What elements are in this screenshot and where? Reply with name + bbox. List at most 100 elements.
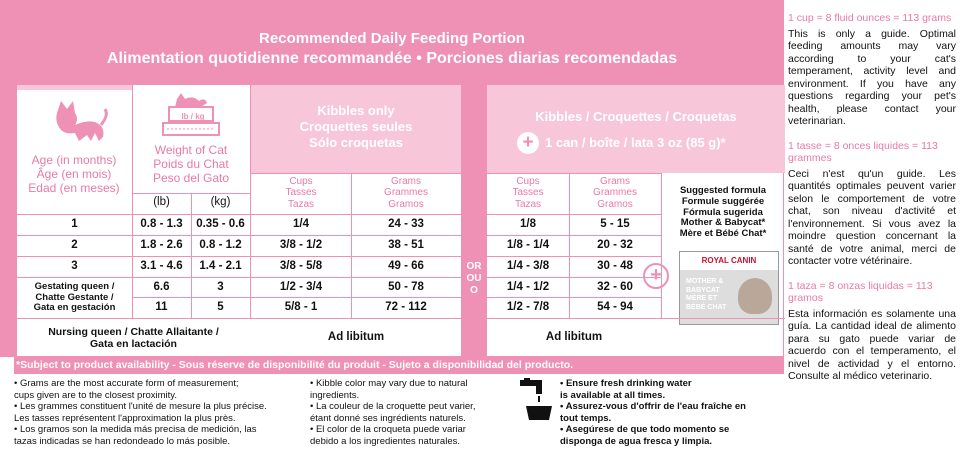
row-4-cups-only: 1/2 - 3/4 — [279, 280, 323, 293]
row-5-grams-can: 54 - 94 — [597, 301, 633, 314]
title-french-spanish: Alimentation quotidienne recommandée • P… — [106, 50, 678, 67]
footnote-item: • Kibble color may vary due to natural i… — [310, 378, 468, 401]
footnote-item: • Les grammes constituent l'unité de mes… — [14, 401, 267, 424]
nursing-ad-libitum-can: Ad libitum — [545, 331, 603, 344]
grid-line — [569, 173, 570, 318]
pack-label: MOTHER & BABYCAT MÈRE ET BÉBÉ CHAT — [686, 278, 727, 311]
chart-header: Recommended Daily Feeding Portion Alimen… — [0, 0, 784, 84]
nursing-label: Nursing queen / Chatte Allaitante / Gata… — [48, 325, 219, 350]
or-band — [461, 85, 487, 358]
row-1-grams-can: 5 - 15 — [600, 218, 630, 231]
footnote-item: • El color de la croqueta puede variar d… — [310, 424, 466, 447]
footnote-item: • Grams are the most accurate form of me… — [14, 378, 239, 401]
row-1-age: 1 — [71, 218, 78, 231]
row-5-lb: 11 — [155, 301, 168, 314]
band — [14, 85, 17, 358]
grid-line — [661, 173, 662, 318]
cat-food-pack-icon: ROYAL CANIN MOTHER & BABYCAT MÈRE ET BÉB… — [679, 251, 779, 325]
grid-line — [132, 193, 250, 194]
grid-line — [351, 173, 352, 318]
footnotes-water: • Ensure fresh drinking water is availab… — [560, 378, 784, 447]
row-4-grams-only: 50 - 78 — [388, 280, 424, 293]
grid-line — [132, 297, 661, 298]
row-2-grams-can: 20 - 32 — [597, 239, 633, 252]
kibbles-can-band — [487, 85, 785, 173]
sidebar-text-es: Esta información es solamente una guía. … — [788, 307, 956, 383]
row-2-kg: 0.8 - 1.2 — [199, 239, 242, 252]
water-tap-icon — [520, 378, 552, 420]
grid-line — [191, 193, 192, 318]
footnotes-color: • Kibble color may vary due to natural i… — [310, 378, 510, 447]
row-3-grams-only: 49 - 66 — [388, 260, 424, 273]
row-5-kg: 5 — [217, 301, 224, 314]
unit-kg: (kg) — [210, 196, 231, 209]
kibbles-only-band — [251, 85, 461, 173]
footnote-item: • La couleur de la croquette peut varier… — [310, 401, 476, 424]
grid-line — [15, 256, 661, 257]
sidebar-heading-fr: 1 tasse = 8 onces liquides = 113 grammes — [788, 139, 938, 165]
title-english: Recommended Daily Feeding Portion — [259, 30, 525, 47]
row-5-grams-only: 72 - 112 — [385, 301, 427, 314]
footnote-item: • Los gramos son la medida más precisa d… — [14, 424, 257, 447]
grid-line — [15, 235, 661, 236]
row-2-lb: 1.8 - 2.6 — [140, 239, 183, 252]
footnote-item: • Assurez-vous d'offrir de l'eau fraîche… — [560, 401, 746, 424]
grams-header-only: Grams Grammes Gramos — [384, 175, 428, 210]
plus-icon: + — [643, 263, 669, 289]
cups-header-can: Cups Tasses Tazas — [512, 175, 544, 210]
row-4-kg: 3 — [217, 280, 224, 293]
unit-lb: (lb) — [153, 196, 170, 209]
left-margin-band — [0, 84, 14, 357]
grid-line — [15, 277, 661, 278]
row-3-age: 3 — [71, 260, 78, 273]
row-3-grams-can: 30 - 48 — [597, 260, 633, 273]
scale-label: lb / kg — [181, 112, 205, 122]
row-2-cups-can: 1/8 - 1/4 — [506, 239, 550, 252]
kibbles-can-header: Kibbles / Croquettes / Croquetas — [535, 109, 737, 124]
or-label: OR OU O — [466, 261, 482, 296]
plus-icon: + — [517, 132, 539, 154]
sidebar-text-en: This is only a guide. Optimal feeding am… — [788, 27, 956, 128]
weight-column-header: Weight of Cat Poids du Chat Peso del Gat… — [152, 143, 230, 185]
grid-line — [250, 85, 251, 318]
brand-logo: ROYAL CANIN — [680, 252, 778, 270]
row-4-cups-can: 1/4 - 1/2 — [506, 280, 550, 293]
sidebar-heading-es: 1 taza = 8 onzas liquidas = 113 gramos — [788, 279, 933, 305]
can-line: 1 can / boîte / lata 3 oz (85 g)* — [545, 135, 726, 150]
footnote-item: • Ensure fresh drinking water is availab… — [560, 378, 692, 401]
cups-header-only: Cups Tasses Tazas — [285, 175, 317, 210]
row-2-grams-only: 38 - 51 — [388, 239, 424, 252]
age-column-header: Age (in months) Âge (en mois) Edad (en m… — [28, 153, 120, 195]
sidebar-text-fr: Ceci n'est qu'un guide. Les quantités op… — [788, 167, 956, 268]
row-1-lb: 0.8 - 1.3 — [140, 218, 183, 231]
footnote-item: • Asegúrese de que todo momento se dispo… — [560, 424, 730, 447]
grid-line — [15, 214, 661, 215]
sidebar-heading-en: 1 cup = 8 fluid ounces = 113 grams — [788, 12, 952, 24]
grams-header-can: Grams Grammes Gramos — [593, 175, 637, 210]
row-1-grams-only: 24 - 33 — [388, 218, 424, 231]
row-5-cups-can: 1/2 - 7/8 — [506, 301, 550, 314]
info-sidebar: 1 cup = 8 fluid ounces = 113 grams This … — [788, 0, 956, 463]
footnotes-grams: • Grams are the most accurate form of me… — [14, 378, 304, 447]
kibbles-only-header: Kibbles only Croquettes seules Sólo croq… — [299, 103, 413, 150]
row-1-cups-can: 1/8 — [520, 218, 536, 231]
row-3-cups-only: 3/8 - 5/8 — [279, 260, 323, 273]
row-3-lb: 3.1 - 4.6 — [140, 260, 183, 273]
row-4-lb: 6.6 — [153, 280, 170, 293]
band — [14, 85, 132, 90]
availability-note: *Subject to product availability - Sous … — [14, 357, 784, 374]
grid-line — [15, 318, 785, 319]
grid-line — [251, 173, 661, 174]
suggested-formula: Suggested formula Formule suggérée Fórmu… — [679, 184, 767, 240]
row-1-cups-only: 1/4 — [293, 218, 309, 231]
kitten-photo — [738, 278, 772, 314]
row-2-cups-only: 3/8 - 1/2 — [279, 239, 323, 252]
nursing-ad-libitum-only: Ad libitum — [327, 331, 385, 344]
feeding-chart: Recommended Daily Feeding Portion Alimen… — [0, 0, 785, 447]
row-2-age: 2 — [71, 239, 78, 252]
gestating-label: Gestating queen / Chatte Gestante / Gata… — [33, 280, 116, 314]
row-4-grams-can: 32 - 60 — [597, 280, 633, 293]
row-1-kg: 0.35 - 0.6 — [196, 218, 245, 231]
row-3-cups-can: 1/4 - 3/8 — [506, 260, 550, 273]
row-3-kg: 1.4 - 2.1 — [199, 260, 242, 273]
